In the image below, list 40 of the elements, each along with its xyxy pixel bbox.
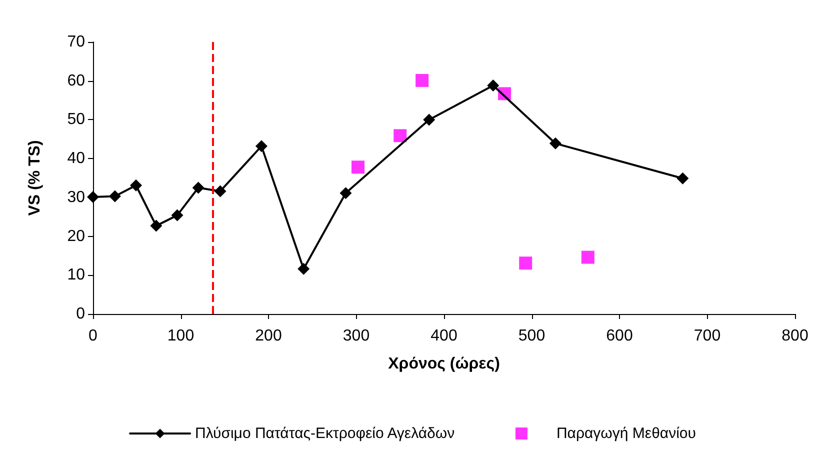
point [581,250,594,264]
y-tick-label: 40 [67,150,86,168]
y-tick-label: 20 [67,228,86,245]
x-tick-label: 300 [342,328,370,344]
x-tick-label: 0 [88,328,98,344]
y-axis-title: VS (% TS) [26,140,44,216]
x-tick-label: 800 [782,328,808,344]
x-tick-label: 100 [167,328,194,344]
point [340,187,352,200]
point [487,80,500,92]
x-tick-label: 500 [518,328,546,344]
point [108,190,121,202]
point [519,256,532,270]
point [214,185,226,198]
point [416,74,429,87]
point [298,262,310,275]
y-tick-label: 60 [67,72,86,90]
point [352,160,365,174]
point [87,191,99,204]
point [171,209,184,222]
point [549,137,562,150]
x-tick-label: 600 [606,328,633,344]
point [676,172,689,184]
x-axis-title: Χρόνος (ώρες) [388,356,500,372]
y-tick-label: 50 [67,111,86,128]
point [255,140,268,152]
point [150,220,162,232]
legend-label: Παραγωγή Μεθανίου [556,425,696,442]
legend-label: Πλύσιμο Πατάτας-Εκτροφείο Αγελάδων [195,425,455,442]
y-tick-label: 10 [67,266,86,284]
x-tick-label: 700 [694,328,721,344]
y-tick-label: 0 [76,306,86,322]
point [130,179,142,192]
y-tick-label: 70 [67,34,86,50]
y-tick-label: 30 [67,188,86,206]
x-tick-label: 200 [255,328,282,344]
point [423,114,436,126]
point [192,182,204,194]
point [394,129,407,142]
x-tick-label: 400 [430,328,458,344]
